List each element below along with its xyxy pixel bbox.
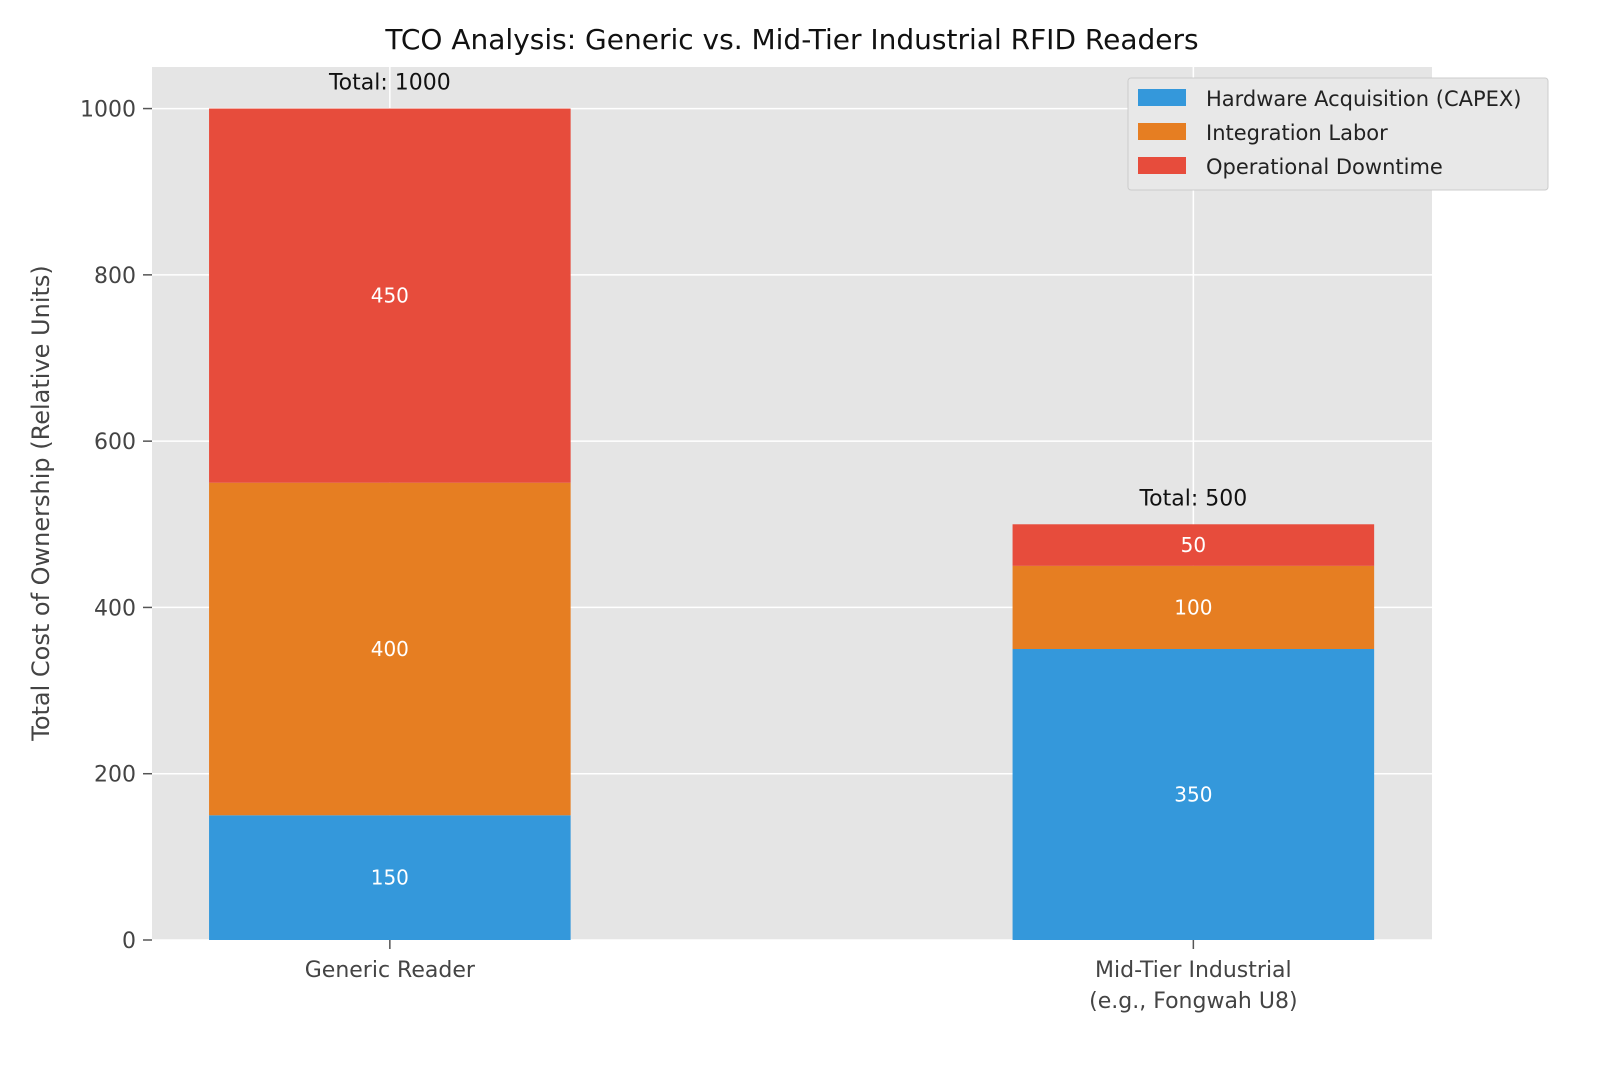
y-axis-label: Total Cost of Ownership (Relative Units) bbox=[27, 265, 55, 742]
bar-segment bbox=[209, 482, 571, 816]
bar-segment bbox=[1012, 565, 1375, 649]
total-label: Total: 1000 bbox=[328, 71, 451, 96]
legend-box bbox=[1127, 77, 1549, 191]
legend-swatch bbox=[1138, 89, 1186, 106]
axes: 0 200 400 600 800 1000 Generic Reader Mid-Tier … bbox=[80, 98, 1298, 1014]
total-label: Total: 500 bbox=[1138, 486, 1247, 511]
legend-label: Hardware Acquisition (CAPEX) bbox=[1206, 87, 1522, 111]
legend-label: Integration Labor bbox=[1206, 121, 1388, 145]
chart-title: TCO Analysis: Generic vs. Mid-Tier Indus… bbox=[384, 23, 1198, 56]
y-tick-label: 400 bbox=[94, 596, 136, 621]
data-label: 100 bbox=[1174, 595, 1212, 619]
legend: Hardware Acquisition (CAPEX) Integration … bbox=[1127, 77, 1549, 191]
y-tick-label: 1000 bbox=[80, 98, 136, 123]
legend-swatch bbox=[1138, 123, 1186, 140]
y-tick-label: 200 bbox=[94, 763, 136, 788]
data-label: 150 bbox=[371, 866, 409, 890]
x-tick-label: Generic Reader bbox=[305, 958, 476, 983]
data-label: 400 bbox=[371, 637, 409, 661]
bar-segment bbox=[209, 108, 571, 483]
y-tick-label: 800 bbox=[94, 264, 136, 289]
legend-label: Operational Downtime bbox=[1206, 155, 1443, 179]
y-tick-label: 0 bbox=[122, 929, 136, 954]
legend-swatch bbox=[1138, 157, 1186, 174]
bar-segment bbox=[1012, 524, 1375, 566]
x-tick-label: (e.g., Fongwah U8) bbox=[1089, 989, 1297, 1014]
bars: 150 400 450 Total: 1000 350 100 50 Total: 500 bbox=[209, 71, 1375, 940]
data-label: 50 bbox=[1181, 533, 1206, 557]
bar-segment bbox=[1012, 649, 1375, 940]
y-tick-label: 600 bbox=[94, 430, 136, 455]
x-tick-label: Mid-Tier Industrial bbox=[1095, 958, 1292, 983]
data-label: 450 bbox=[371, 284, 409, 308]
bar-segment bbox=[209, 815, 571, 940]
data-label: 350 bbox=[1174, 783, 1212, 807]
